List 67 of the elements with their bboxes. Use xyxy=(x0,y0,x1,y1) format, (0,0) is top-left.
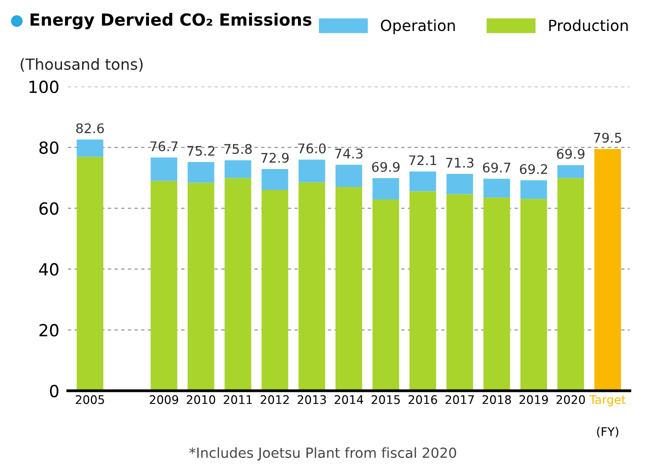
bar xyxy=(520,198,548,391)
total-label: 75.8 xyxy=(224,144,252,154)
total-label: 82.6 xyxy=(76,123,104,134)
total-label: 71.3 xyxy=(446,158,474,168)
total-label: 75.2 xyxy=(187,146,214,156)
bar xyxy=(409,191,436,391)
y-tick-label: 20 xyxy=(40,324,58,337)
bar xyxy=(372,178,400,200)
bar xyxy=(483,178,510,198)
bar xyxy=(557,178,584,391)
bar xyxy=(520,180,548,199)
bar xyxy=(224,160,252,178)
x-tick-label: 2020 xyxy=(556,395,585,404)
text: *Includes Joetsu Plant from fiscal 2020 xyxy=(189,447,456,461)
x-tick-label: 2019 xyxy=(520,395,548,404)
x-tick-label: 2018 xyxy=(482,395,511,404)
bar xyxy=(483,198,510,391)
x-tick-label: 2005 xyxy=(76,395,104,404)
total-label: 69.2 xyxy=(520,164,548,174)
y-tick-label: 80 xyxy=(39,141,58,154)
bar xyxy=(372,199,400,391)
legend-label: Operation xyxy=(380,19,455,34)
total-label: 76.0 xyxy=(298,143,326,154)
total-label: 79.5 xyxy=(594,132,622,143)
bar xyxy=(336,186,362,391)
annotation: 69.9 xyxy=(556,148,584,159)
bar xyxy=(150,180,178,391)
bar xyxy=(298,182,326,391)
bar xyxy=(76,140,104,157)
bar xyxy=(224,178,252,391)
x-tick-label: 2014 xyxy=(334,395,364,404)
y-axis-title: (Thousand tons) xyxy=(20,58,143,72)
bar xyxy=(446,194,474,391)
total-label: 72.1 xyxy=(409,155,436,166)
bar xyxy=(594,148,621,391)
y-tick-label: 0 xyxy=(50,384,58,398)
chart-title: Energy Dervied CO₂ Emissions xyxy=(30,12,312,30)
bar xyxy=(557,165,584,178)
x-tick-label: 2009 xyxy=(150,395,178,404)
bar xyxy=(409,171,436,192)
bar xyxy=(262,190,288,391)
x-tick-label: 2012 xyxy=(260,395,289,404)
x-axis-title: (FY) xyxy=(597,426,618,438)
bar xyxy=(262,169,288,190)
x-tick-label: 2015 xyxy=(372,395,400,404)
x-tick-label: 2013 xyxy=(298,395,326,404)
bar xyxy=(446,174,474,194)
bar xyxy=(188,182,214,391)
x-tick-label: 2017 xyxy=(446,395,474,404)
legend-label: Production xyxy=(549,19,628,32)
x-tick-label: 2011 xyxy=(224,395,252,404)
bar xyxy=(150,157,178,181)
x-tick-label: Target xyxy=(589,395,626,406)
bar xyxy=(336,164,362,187)
total-label: 76.7 xyxy=(150,141,178,152)
x-tick-label: 2010 xyxy=(186,395,216,404)
y-tick-label: 60 xyxy=(39,202,58,215)
total-label: 72.9 xyxy=(261,152,289,163)
total-label: 74.3 xyxy=(335,148,362,159)
total-label: 69.7 xyxy=(482,162,510,173)
bar xyxy=(298,160,326,182)
x-tick-label: 2016 xyxy=(408,395,438,404)
bar xyxy=(188,162,214,183)
y-tick-label: 100 xyxy=(30,80,58,94)
y-tick-label: 40 xyxy=(39,263,58,276)
total-label: 69.9 xyxy=(372,162,400,172)
bar xyxy=(76,156,104,391)
